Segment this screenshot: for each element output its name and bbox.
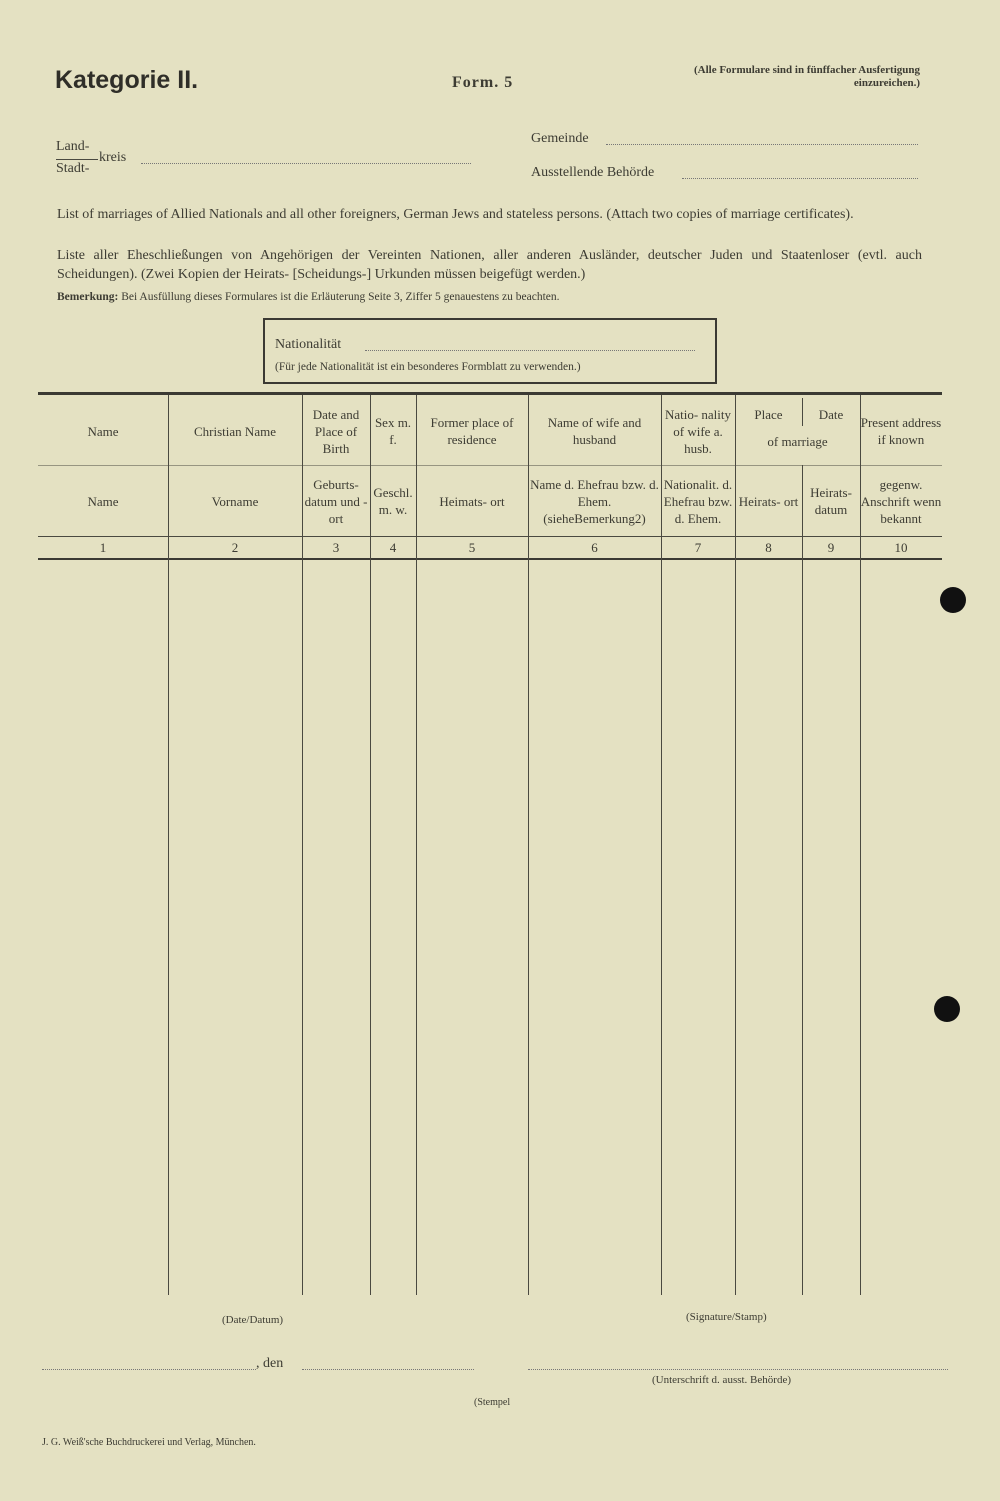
column-header-de: Geschl. m. w. [373, 485, 413, 517]
column-number: 10 [894, 540, 908, 555]
kreis-label: kreis [99, 150, 127, 165]
stadt-label: Stadt- [56, 161, 90, 176]
column-number: 9 [827, 540, 835, 555]
column-divider [735, 395, 736, 1295]
punch-hole [940, 587, 966, 613]
gemeinde-field[interactable] [606, 131, 918, 145]
column-entry-area[interactable] [528, 562, 661, 1292]
column-number: 3 [332, 540, 340, 555]
behoerde-label: Ausstellende Behörde [531, 165, 655, 180]
nationality-note: (Für jede Nationalität ist ein besondere… [275, 361, 581, 373]
authority-signature-label: (Unterschrift d. ausst. Behörde) [652, 1374, 791, 1386]
date-label: (Date/Datum) [222, 1314, 284, 1326]
nationality-label: Nationalität [275, 337, 342, 352]
column-divider [802, 398, 803, 426]
column-divider [168, 395, 169, 1295]
land-label: Land- [56, 139, 90, 154]
column-divider [802, 465, 803, 1295]
kreis-field[interactable] [141, 150, 471, 164]
column-header-en: Place [754, 407, 783, 422]
behoerde-field[interactable] [682, 165, 918, 179]
form-category-title: Kategorie II. [55, 66, 199, 94]
column-header-de: Geburts- datum und -ort [304, 476, 368, 526]
column-number: 2 [231, 540, 239, 555]
intro-german: Liste aller Eheschließungen von Angehöri… [57, 248, 922, 282]
column-number: 5 [468, 540, 476, 555]
copies-note: (Alle Formulare sind in fünffacher Ausfe… [693, 64, 920, 89]
column-header-en: Christian Name [194, 423, 276, 439]
column-number: 7 [694, 540, 702, 555]
column-entry-area[interactable] [302, 562, 370, 1292]
column-header-en: Date and Place of Birth [312, 406, 360, 456]
column-entry-area[interactable] [416, 562, 528, 1292]
column-divider [416, 395, 417, 1295]
column-entry-area[interactable] [38, 562, 168, 1292]
stamp-label: (Stempel [474, 1397, 511, 1408]
remark-label: Bemerkung: [57, 291, 119, 303]
nationality-box: Nationalität (Für jede Nationalität ist … [263, 318, 717, 384]
column-header-en: Present address if known [860, 415, 942, 447]
column-entry-area[interactable] [802, 562, 860, 1292]
column-header-en: Date [818, 407, 844, 422]
remark-text: Bei Ausfüllung dieses Formulares ist die… [121, 291, 560, 303]
column-number: 4 [389, 540, 397, 555]
date-field[interactable] [302, 1357, 474, 1370]
gemeinde-label: Gemeinde [531, 131, 589, 146]
column-header-de: Heirats- datum [810, 485, 852, 517]
column-number: 8 [765, 540, 772, 555]
table-top-rule [38, 392, 942, 395]
column-header-de: Name [87, 493, 119, 509]
column-divider [661, 395, 662, 1295]
remark: Bemerkung: Bei Ausfüllung dieses Formula… [57, 291, 560, 303]
column-entry-area[interactable] [735, 562, 802, 1292]
den-label: , den [256, 1356, 284, 1371]
column-entry-area[interactable] [370, 562, 416, 1292]
column-header-en: Sex m. f. [374, 415, 412, 447]
printer-imprint: J. G. Weiß'sche Buchdruckerei und Verlag… [42, 1437, 256, 1448]
table-body-rule [38, 558, 942, 560]
signature-label: (Signature/Stamp) [686, 1311, 767, 1323]
column-divider [528, 395, 529, 1295]
column-header-de: gegenw. Anschrift wenn bekannt [860, 476, 942, 526]
column-number: 6 [591, 540, 598, 555]
column-entry-area[interactable] [168, 562, 302, 1292]
place-field[interactable] [42, 1357, 256, 1370]
column-header-en: Former place of residence [430, 415, 514, 447]
of-marriage-label: of marriage [767, 434, 828, 449]
column-header-de: Name d. Ehefrau bzw. d. Ehem. (sieheBeme… [530, 476, 659, 526]
punch-hole [934, 996, 960, 1022]
column-header-de: Heimats- ort [439, 493, 505, 509]
form-number: Form. 5 [452, 74, 514, 91]
column-entry-area[interactable] [860, 562, 942, 1292]
column-header-en: Natio- nality of wife a. husb. [664, 406, 732, 456]
column-divider [860, 395, 861, 1295]
table-number-rule [38, 536, 942, 537]
column-header-en: Name of wife and husband [547, 415, 642, 447]
column-divider [302, 395, 303, 1295]
column-header-de: Nationalit. d. Ehefrau bzw. d. Ehem. [663, 476, 733, 526]
intro-english: List of marriages of Allied Nationals an… [57, 207, 854, 222]
nationality-field[interactable] [365, 337, 695, 351]
column-entry-area[interactable] [661, 562, 735, 1292]
table-header-divider [38, 465, 942, 466]
column-header-en: Name [87, 423, 119, 439]
column-header-de: Heirats- ort [738, 493, 799, 509]
column-divider [370, 395, 371, 1295]
signature-field[interactable] [528, 1357, 948, 1370]
column-number: 1 [99, 540, 107, 555]
column-header-de: Vorname [211, 493, 259, 509]
